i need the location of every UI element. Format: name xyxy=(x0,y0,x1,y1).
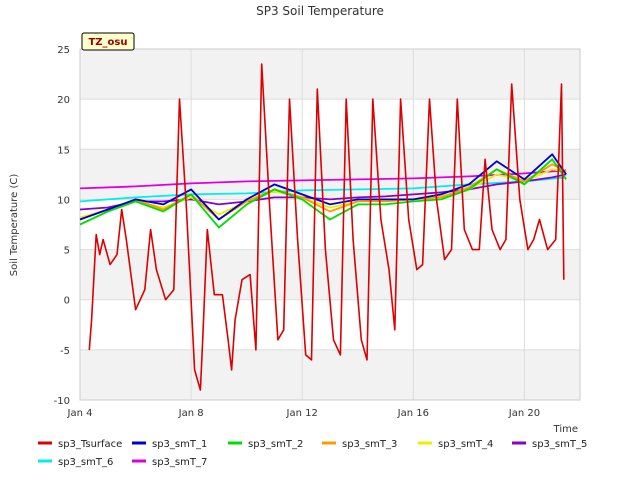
grid-lines xyxy=(79,48,580,401)
x-tick-label: Jan 8 xyxy=(178,408,204,419)
series-line-sp3_smT_2 xyxy=(79,158,567,229)
chart-title: SP3 Soil Temperature xyxy=(256,4,384,18)
y-axis-ticks: -10 -5 0 5 10 15 20 25 xyxy=(54,45,70,407)
series-line-sp3_smT_4 xyxy=(79,168,567,219)
plot-band xyxy=(80,349,580,400)
legend-label: sp3_smT_7 xyxy=(152,457,207,468)
x-tick-label: Jan 12 xyxy=(286,408,318,419)
series-line-sp3_smT_1 xyxy=(79,153,567,221)
x-tick-label: Jan 20 xyxy=(508,408,540,419)
x-tick-label: Jan 16 xyxy=(397,408,429,419)
legend-label: sp3_Tsurface xyxy=(58,439,122,450)
legend-label: sp3_smT_6 xyxy=(58,457,113,468)
y-tick-label: 20 xyxy=(57,95,70,106)
station-badge-box xyxy=(81,32,135,51)
y-tick-label: 0 xyxy=(64,296,70,307)
y-tick-label: -10 xyxy=(54,396,70,407)
legend-label: sp3_smT_1 xyxy=(152,439,207,450)
y-tick-label: 5 xyxy=(64,246,70,257)
y-tick-label: 15 xyxy=(57,145,70,156)
station-badge: TZ_osu xyxy=(81,32,135,51)
plot-background-bands xyxy=(80,49,580,400)
series-group xyxy=(79,63,567,391)
legend-label: sp3_smT_5 xyxy=(532,439,587,450)
y-tick-label: -5 xyxy=(60,346,70,357)
x-axis-ticks: Jan 4 Jan 8 Jan 12 Jan 16 Jan 20 xyxy=(67,408,541,419)
station-badge-label: TZ_osu xyxy=(88,37,127,48)
series-line-sp3_smT_6 xyxy=(79,176,567,203)
y-axis-label: Soil Temperature (C) xyxy=(9,174,20,277)
series-line-sp3_Tsurface xyxy=(88,63,565,391)
plot-band xyxy=(80,49,580,100)
legend-label: sp3_smT_3 xyxy=(342,439,397,450)
y-tick-label: 25 xyxy=(57,45,70,56)
x-axis-label: Time xyxy=(553,424,578,435)
legend-label: sp3_smT_2 xyxy=(248,439,303,450)
series-line-sp3_smT_5 xyxy=(79,173,567,211)
y-tick-label: 10 xyxy=(57,195,70,206)
plot-frame xyxy=(79,48,581,401)
x-tick-label: Jan 4 xyxy=(67,408,93,419)
legend: sp3_Tsurface sp3_smT_1 sp3_smT_2 sp3_smT_3 s… xyxy=(38,439,587,468)
legend-label: sp3_smT_4 xyxy=(438,439,493,450)
